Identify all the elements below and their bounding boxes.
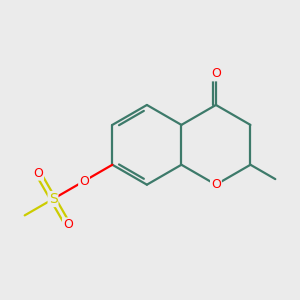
Text: O: O xyxy=(33,167,43,180)
Text: O: O xyxy=(79,175,89,188)
Text: O: O xyxy=(63,218,73,231)
Text: O: O xyxy=(211,68,221,80)
Text: S: S xyxy=(49,192,57,206)
Text: O: O xyxy=(211,178,221,191)
